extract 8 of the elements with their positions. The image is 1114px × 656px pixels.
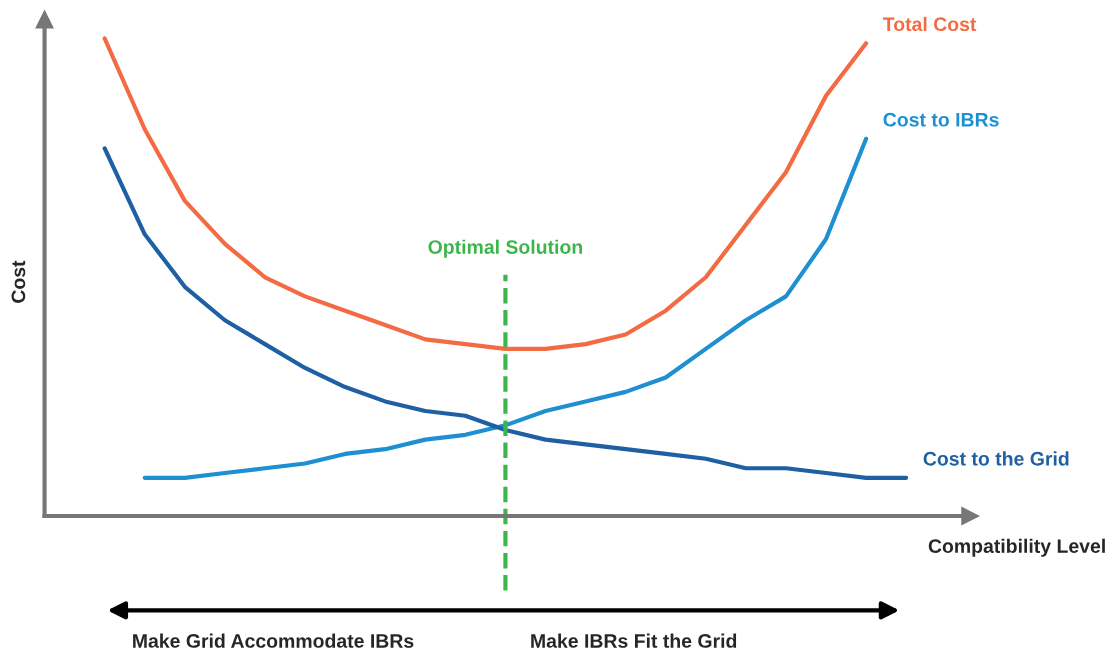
- series-label: Cost to IBRs: [883, 112, 999, 127]
- series-label: Total Cost: [882, 16, 977, 32]
- x-axis-title: Compatibility Level: [928, 538, 1105, 557]
- annotation: Optimal Solution: [428, 239, 582, 258]
- y-axis-title: Cost: [11, 260, 26, 303]
- text: Make IBRs Fit the Grid: [531, 633, 737, 648]
- series-label: Cost to the Grid: [923, 451, 1069, 466]
- text: Make Grid Accommodate IBRs: [133, 633, 414, 648]
